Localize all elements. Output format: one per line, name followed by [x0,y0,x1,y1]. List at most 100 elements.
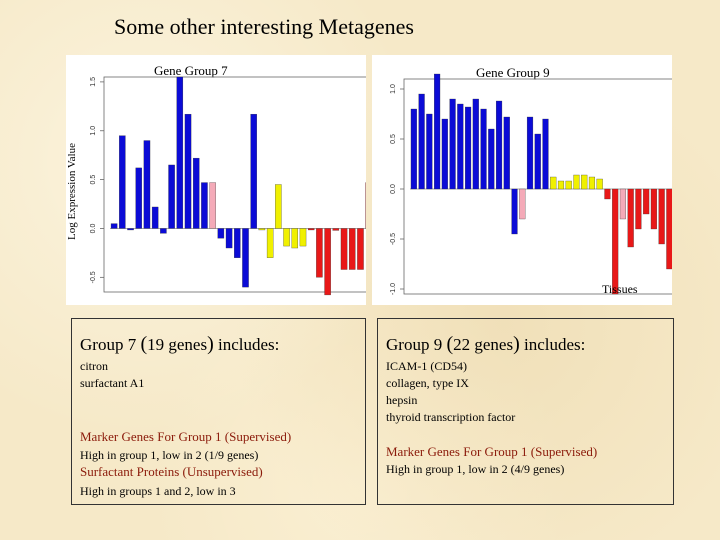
bar [488,128,495,190]
plot-frame [103,76,366,293]
group-7-heading: Group 7 (19 genes) includes: [80,333,279,356]
y-tick-label: 1.0 [90,126,97,136]
y-tick-label: 0.0 [390,184,397,194]
gene-item: hepsin [386,393,418,407]
bar [666,188,672,270]
heading-paren-open: ( [140,333,148,355]
bar [635,188,642,230]
bar [434,73,441,190]
bar [441,118,448,190]
bar [619,188,626,220]
y-axis-label: Log Expression Value [66,143,78,240]
y-tick-label: 0.5 [390,134,397,144]
bar [418,93,425,190]
heading-paren-close: ) [513,333,520,355]
y-tick-label: -1.0 [390,283,397,295]
bar [209,182,216,229]
bar [426,113,433,190]
group-7-marker-text: High in group 1, low in 2 (1/9 genes) [80,448,259,462]
heading-suffix: includes: [213,335,280,354]
y-tick-label: 0.0 [90,224,97,234]
bar [201,182,208,229]
bar [643,188,650,215]
bar [480,108,487,190]
gene-group-7-chart: Gene Group 7 -0.5 0.0 0.5 1.0 1.5 [66,55,366,305]
heading-suffix: includes: [519,335,586,354]
bar [119,135,126,229]
x-axis-label: Tissues [602,282,638,296]
bar [176,76,184,229]
gene-item: thyroid transcription factor [386,410,516,424]
bar [604,188,611,200]
bar [234,228,241,258]
bar [534,133,541,190]
bar [573,174,580,190]
bar [143,140,151,229]
bar [127,228,134,231]
bar [612,188,619,295]
bar [225,228,233,249]
y-tick-label: 1.0 [390,84,397,94]
bar [217,228,225,239]
gene-item: surfactant A1 [80,376,145,390]
heading-gene-count: 22 genes [453,335,514,354]
chart-title: Gene Group 7 [154,63,228,78]
bar [542,118,549,190]
bar [192,157,200,229]
group-9-marker-text: High in group 1, low in 2 (4/9 genes) [386,462,565,476]
y-tick-label: 1.5 [90,77,97,87]
bar [168,164,175,229]
bar [349,228,356,270]
y-tick-label: -0.5 [390,233,397,245]
group-7-gene-list: citron surfactant A1 [80,358,144,392]
gene-group-9-chart: Gene Group 9 -1.0 -0.5 0.0 0.5 1.0 [372,55,672,305]
chart-title: Gene Group 9 [476,65,550,80]
heading-paren-open: ( [446,333,454,355]
bar [449,98,456,190]
bar [565,180,572,190]
gene-item: citron [80,359,108,373]
bar [588,176,596,190]
gene-group-9-plot: Gene Group 9 -1.0 -0.5 0.0 0.5 1.0 [390,65,672,295]
bar [472,98,479,190]
bar [160,228,167,234]
bar [511,188,518,235]
bar [275,184,282,229]
bar [503,116,510,190]
bar [340,228,348,270]
heading-gene-count: 19 genes [147,335,208,354]
group-9-info-box: Group 9 (22 genes) includes: ICAM-1 (CD5… [377,318,674,505]
heading-paren-close: ) [207,333,214,355]
bar [357,228,364,270]
bar [557,180,565,190]
bar [465,106,472,190]
bar [307,228,315,231]
bar [596,178,603,190]
group-7-info-box: Group 7 (19 genes) includes: citron surf… [71,318,366,505]
y-tick-label: -0.5 [90,271,97,283]
y-tick-label: 0.5 [90,175,97,185]
bar [526,116,534,190]
bar [316,228,323,278]
bar [242,228,249,288]
bar [184,113,192,229]
group-7-marker-title: Marker Genes For Group 1 (Supervised) [80,429,292,444]
gene-item: collagen, type IX [386,376,469,390]
bar [495,100,503,190]
group-7-surfactant-text: High in groups 1 and 2, low in 3 [80,484,236,498]
bar [110,223,118,229]
group-9-gene-list: ICAM-1 (CD54) collagen, type IX hepsin t… [386,358,515,426]
bar [410,108,417,190]
heading-prefix: Group 9 [386,335,447,354]
bar [627,188,634,248]
bar [650,188,657,230]
bar [291,228,299,249]
bar [299,228,307,247]
group-9-heading: Group 9 (22 genes) includes: [386,333,585,356]
group-7-surfactant-title: Surfactant Proteins (Unsupervised) [80,464,263,479]
bar [250,113,257,229]
bar [258,228,266,231]
bar [266,228,274,258]
group-9-marker-title: Marker Genes For Group 1 (Supervised) [386,444,598,459]
bar [519,188,526,220]
